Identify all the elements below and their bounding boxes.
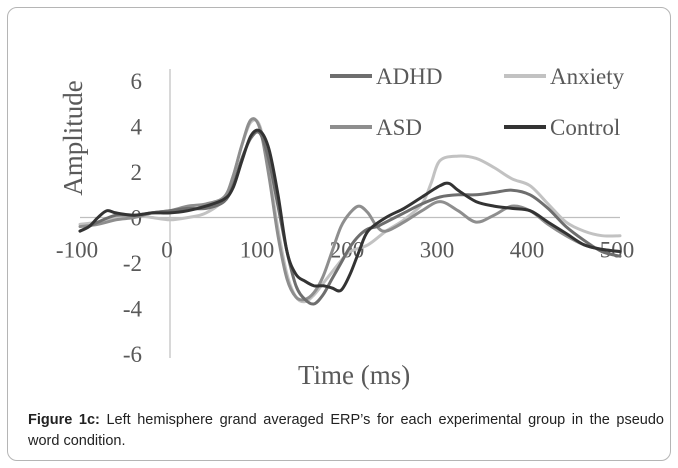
x-tick-label: 0 bbox=[161, 238, 173, 263]
legend-label-control: Control bbox=[550, 115, 620, 140]
x-tick-label: 300 bbox=[420, 238, 455, 263]
y-tick-label: 6 bbox=[131, 69, 143, 94]
legend: ADHD Anxiety ASD Control bbox=[330, 64, 625, 140]
x-axis-title: Time (ms) bbox=[298, 360, 410, 390]
series-line-control bbox=[78, 128, 622, 293]
figure-frame: -6 -4 -2 0 2 4 6 -100 0 100 200 300 400 500 ADHD Anxi… bbox=[7, 7, 671, 461]
y-tick-label: 2 bbox=[131, 160, 143, 185]
series-lines bbox=[78, 117, 622, 306]
x-tick-label: 100 bbox=[240, 238, 275, 263]
caption-label: Figure 1c: bbox=[28, 412, 100, 428]
y-tick-label: -4 bbox=[123, 297, 143, 322]
series-line-asd bbox=[78, 117, 622, 302]
caption-text: Left hemisphere grand averaged ERP’s for… bbox=[28, 412, 664, 449]
x-tick-labels: -100 0 100 200 300 400 500 bbox=[56, 238, 634, 263]
legend-label-asd: ASD bbox=[376, 115, 422, 140]
y-axis-title: Amplitude bbox=[58, 80, 88, 196]
x-tick-label: -100 bbox=[56, 238, 98, 263]
x-tick-label: 400 bbox=[510, 238, 545, 263]
series-line-anxiety bbox=[78, 118, 622, 304]
legend-label-anxiety: Anxiety bbox=[550, 64, 625, 89]
y-tick-label: -6 bbox=[123, 342, 142, 367]
legend-label-adhd: ADHD bbox=[376, 64, 442, 89]
y-tick-label: 4 bbox=[131, 115, 143, 140]
figure-caption: Figure 1c: Left hemisphere grand average… bbox=[28, 410, 664, 452]
y-tick-label: -2 bbox=[123, 251, 142, 276]
